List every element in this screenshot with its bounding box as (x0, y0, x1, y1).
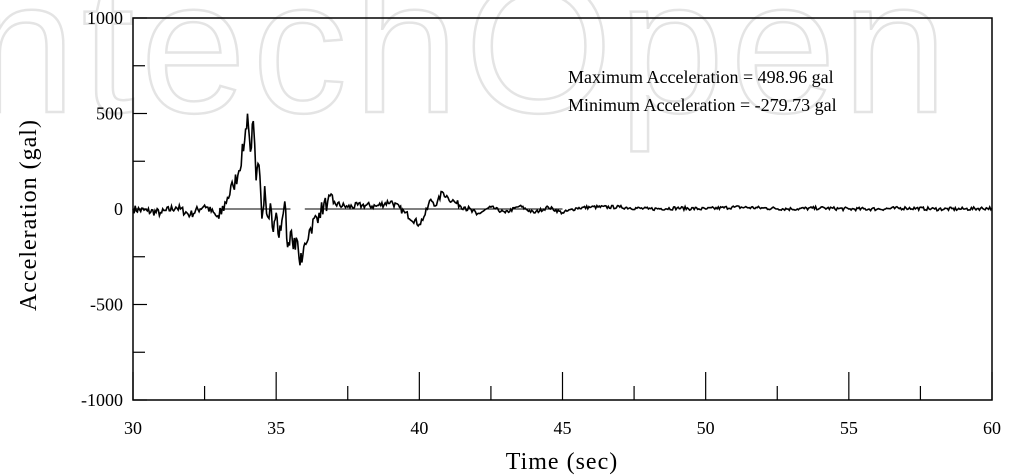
y-tick-label: 1000 (87, 8, 123, 28)
x-tick-label: 40 (410, 418, 428, 438)
tick-marks (132, 17, 993, 401)
x-tick-label: 45 (554, 418, 572, 438)
watermark-text: ntechOpen (0, 0, 954, 153)
min-acceleration-annotation: Minimum Acceleration = -279.73 gal (568, 95, 837, 115)
plot-area (132, 113, 993, 266)
x-tick-label: 55 (840, 418, 858, 438)
annotations: Maximum Acceleration = 498.96 gal Minimu… (568, 67, 837, 115)
y-tick-label: 0 (114, 199, 123, 219)
x-tick-label: 50 (697, 418, 715, 438)
x-tick-label: 30 (124, 418, 142, 438)
max-acceleration-annotation: Maximum Acceleration = 498.96 gal (568, 67, 834, 87)
tick-labels: 30 35 40 45 50 55 60 1000 500 0 -500 -1000 (81, 8, 1001, 438)
y-tick-label: 500 (96, 104, 123, 124)
y-axis-title: Acceleration (gal) (16, 119, 42, 311)
y-tick-label: -1000 (81, 390, 123, 410)
acceleration-series-line (132, 113, 993, 266)
x-axis-title: Time (sec) (506, 449, 618, 475)
watermark-layer: ntechOpen (0, 0, 954, 154)
x-tick-label: 60 (983, 418, 1001, 438)
x-tick-label: 35 (267, 418, 285, 438)
y-tick-label: -500 (90, 295, 123, 315)
